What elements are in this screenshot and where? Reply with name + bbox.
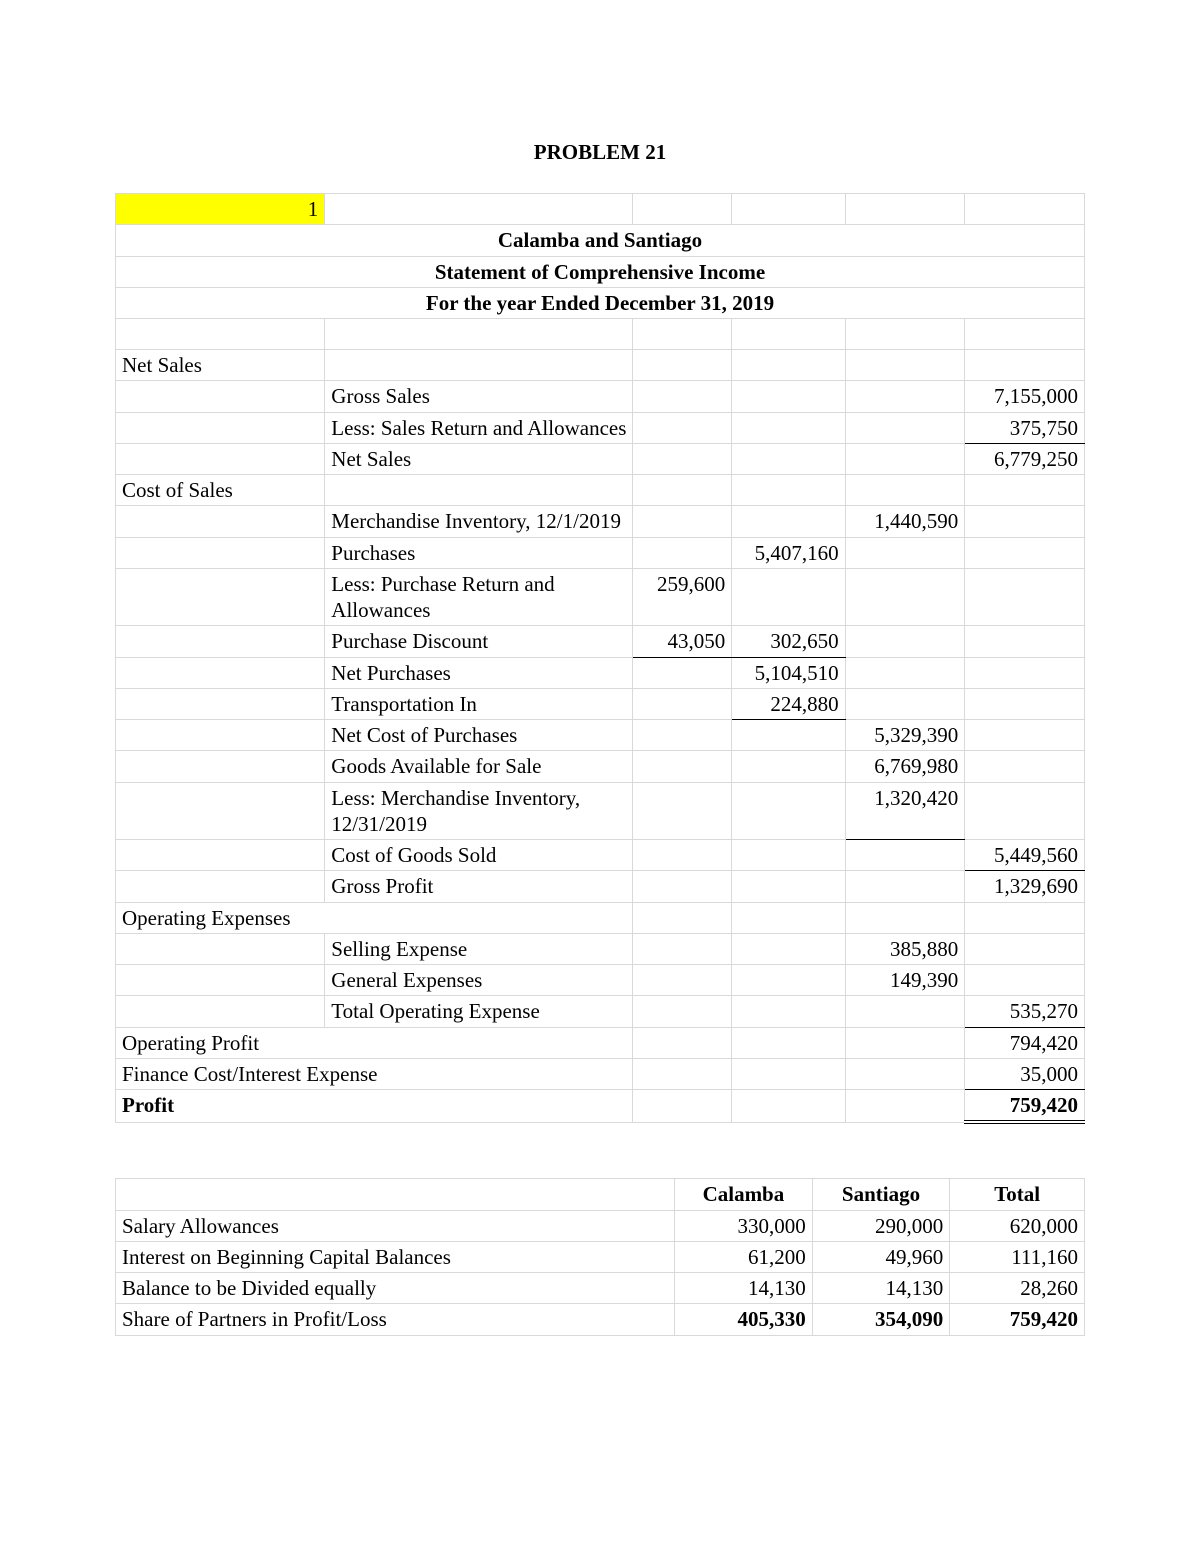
- balance-label: Balance to be Divided equally: [116, 1273, 675, 1304]
- mi-end-label: Less: Merchandise Inventory, 12/31/2019: [325, 782, 633, 840]
- profit-value: 759,420: [965, 1090, 1085, 1123]
- dist-header-calamba: Calamba: [675, 1179, 813, 1210]
- pdisc-label: Purchase Discount: [325, 626, 633, 657]
- statement-period: For the year Ended December 31, 2019: [116, 287, 1085, 318]
- mi-end-value: 1,320,420: [845, 782, 965, 840]
- net-cost-value: 5,329,390: [845, 720, 965, 751]
- statement-title: Statement of Comprehensive Income: [116, 256, 1085, 287]
- gafs-label: Goods Available for Sale: [325, 751, 633, 782]
- interest-s: 49,960: [812, 1241, 950, 1272]
- blank-row: [116, 319, 1085, 350]
- spacer: [115, 1124, 1085, 1178]
- mi-begin-label: Merchandise Inventory, 12/1/2019: [325, 506, 633, 537]
- highlight-row: 1: [116, 194, 1085, 225]
- distribution-table: Calamba Santiago Total Salary Allowances…: [115, 1178, 1085, 1335]
- dist-header-santiago: Santiago: [812, 1179, 950, 1210]
- share-t: 759,420: [950, 1304, 1085, 1335]
- net-cost-label: Net Cost of Purchases: [325, 720, 633, 751]
- gafs-value: 6,769,980: [845, 751, 965, 782]
- gen-label: General Expenses: [325, 965, 633, 996]
- mi-begin-value: 1,440,590: [845, 506, 965, 537]
- op-profit-value: 794,420: [965, 1027, 1085, 1058]
- gross-sales-value: 7,155,000: [965, 381, 1085, 412]
- net-purchases-value: 5,104,510: [732, 657, 845, 688]
- sales-return-value: 375,750: [965, 412, 1085, 443]
- net-sales-label: Net Sales: [116, 350, 325, 381]
- fin-cost-label: Finance Cost/Interest Expense: [116, 1058, 633, 1089]
- interest-t: 111,160: [950, 1241, 1085, 1272]
- salary-s: 290,000: [812, 1210, 950, 1241]
- trans-in-value: 224,880: [732, 688, 845, 719]
- gp-value: 1,329,690: [965, 871, 1085, 902]
- page-title: PROBLEM 21: [115, 140, 1085, 165]
- salary-t: 620,000: [950, 1210, 1085, 1241]
- trans-in-label: Transportation In: [325, 688, 633, 719]
- gross-sales-label: Gross Sales: [325, 381, 633, 412]
- share-s: 354,090: [812, 1304, 950, 1335]
- dist-header-total: Total: [950, 1179, 1085, 1210]
- pdisc-sum-value: 302,650: [732, 626, 845, 657]
- cogs-value: 5,449,560: [965, 840, 1085, 871]
- balance-s: 14,130: [812, 1273, 950, 1304]
- share-c: 405,330: [675, 1304, 813, 1335]
- sell-label: Selling Expense: [325, 933, 633, 964]
- pdisc-value: 43,050: [633, 626, 732, 657]
- salary-c: 330,000: [675, 1210, 813, 1241]
- opex-label: Operating Expenses: [116, 902, 633, 933]
- gen-value: 149,390: [845, 965, 965, 996]
- dist-header-blank: [116, 1179, 675, 1210]
- page: PROBLEM 21 1 Calamba and Santiago Statem…: [0, 0, 1200, 1553]
- highlight-cell: 1: [116, 194, 325, 225]
- sales-return-label: Less: Sales Return and Allowances: [325, 412, 633, 443]
- share-label: Share of Partners in Profit/Loss: [116, 1304, 675, 1335]
- total-opex-value: 535,270: [965, 996, 1085, 1027]
- net-sales-sub-label: Net Sales: [325, 443, 633, 474]
- profit-label: Profit: [116, 1090, 633, 1123]
- net-purchases-label: Net Purchases: [325, 657, 633, 688]
- interest-c: 61,200: [675, 1241, 813, 1272]
- pra-label: Less: Purchase Return and Allowances: [325, 568, 633, 626]
- fin-cost-value: 35,000: [965, 1058, 1085, 1089]
- total-opex-label: Total Operating Expense: [325, 996, 633, 1027]
- net-sales-value: 6,779,250: [965, 443, 1085, 474]
- salary-label: Salary Allowances: [116, 1210, 675, 1241]
- gp-label: Gross Profit: [325, 871, 633, 902]
- company-name: Calamba and Santiago: [116, 225, 1085, 256]
- purchases-value: 5,407,160: [732, 537, 845, 568]
- pra-value: 259,600: [633, 568, 732, 626]
- income-statement-table: 1 Calamba and Santiago Statement of Comp…: [115, 193, 1085, 1124]
- cos-label: Cost of Sales: [116, 475, 325, 506]
- op-profit-label: Operating Profit: [116, 1027, 633, 1058]
- cogs-label: Cost of Goods Sold: [325, 840, 633, 871]
- interest-label: Interest on Beginning Capital Balances: [116, 1241, 675, 1272]
- sell-value: 385,880: [845, 933, 965, 964]
- purchases-label: Purchases: [325, 537, 633, 568]
- balance-c: 14,130: [675, 1273, 813, 1304]
- balance-t: 28,260: [950, 1273, 1085, 1304]
